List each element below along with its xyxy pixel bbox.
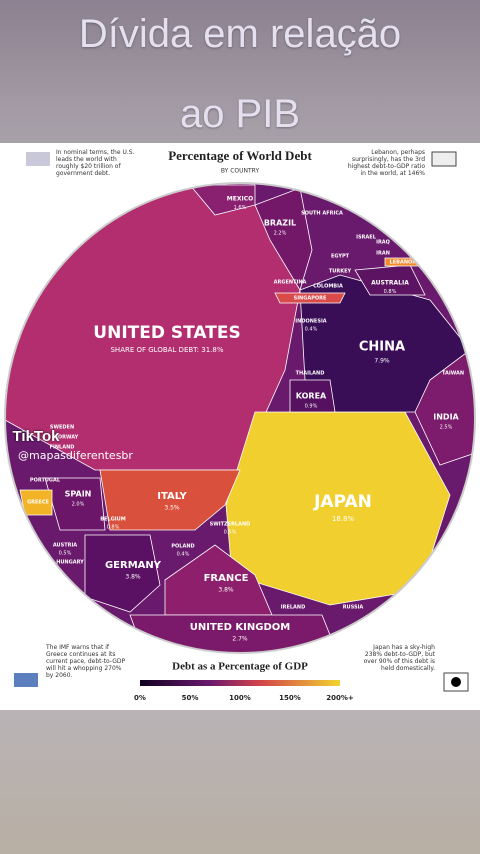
legend-title: Debt as a Percentage of GDP — [172, 661, 308, 673]
country-share: 3.8% — [218, 587, 234, 594]
country-share: 0.8% — [107, 525, 120, 531]
country-share: 0.5% — [59, 551, 72, 557]
country-name: TAIWAN — [442, 371, 464, 377]
country-share: 2.7% — [232, 636, 248, 643]
legend-label: 0% — [134, 694, 146, 702]
country-share: 2.5% — [440, 424, 453, 430]
country-name: INDIA — [433, 413, 459, 422]
country-name: ITALY — [157, 491, 187, 502]
country-name: NORWAY — [54, 435, 79, 441]
country-name: IRELAND — [281, 605, 306, 611]
country-share: 3.8% — [125, 574, 141, 581]
note: In nominal terms, the U.S. leads the wor… — [56, 149, 135, 177]
country-name: ARGENTINA — [274, 280, 307, 286]
country-name: LEBANON — [390, 260, 417, 266]
country-name: CHINA — [359, 340, 405, 355]
country-name: JAPAN — [313, 492, 372, 512]
country-name: SINGAPORE — [294, 296, 327, 302]
country-name: AUSTRIA — [53, 543, 77, 549]
country-region — [84, 534, 161, 613]
country-region — [99, 469, 241, 531]
country-name: TURKEY — [329, 269, 352, 275]
country-share: 0.4% — [177, 552, 190, 558]
country-name: SWITZERLAND — [210, 522, 251, 528]
tiktok-handle: @mapasdiferentesbr — [18, 449, 133, 462]
country-share: SHARE OF GLOBAL DEBT: 31.8% — [110, 346, 223, 354]
country-name: INDONESIA — [295, 319, 327, 325]
country-region — [164, 544, 273, 616]
infographic-subtitle: BY COUNTRY — [221, 168, 260, 175]
country-name: THAILAND — [296, 371, 325, 377]
country-name: RUSSIA — [343, 605, 364, 611]
country-name: SOUTH AFRICA — [301, 211, 343, 217]
overlay-title: Dívida em relação — [78, 12, 402, 56]
country-name: IRAN — [376, 251, 390, 257]
country-region — [354, 264, 426, 296]
country-name: PORTUGAL — [30, 478, 61, 484]
country-name: KOREA — [296, 392, 327, 401]
legend-label: 50% — [182, 694, 199, 702]
note: The IMF warns that if Greece continues a… — [46, 644, 126, 679]
country-share: 3.5% — [164, 505, 180, 512]
country-share: 2.0% — [72, 501, 85, 507]
country-share: 0.5% — [224, 530, 237, 536]
country-share: 0.8% — [384, 289, 397, 295]
circle-outline — [4, 182, 476, 654]
legend-bar — [140, 680, 340, 686]
flag-icon — [14, 673, 38, 687]
country-name: EGYPT — [331, 254, 350, 260]
country-region — [44, 477, 106, 531]
flag-icon — [451, 677, 461, 687]
country-name: HUNGARY — [56, 560, 84, 566]
note: Lebanon, perhaps surprisingly, has the 3… — [347, 149, 425, 177]
country-name: UNITED KINGDOM — [190, 622, 290, 633]
country-name: FRANCE — [204, 573, 249, 584]
country-name: AUSTRALIA — [371, 280, 409, 287]
country-name: COLOMBIA — [313, 284, 343, 290]
infographic-title: Percentage of World Debt — [168, 148, 312, 163]
country-name: SWEDEN — [50, 425, 74, 431]
country-region — [414, 349, 475, 466]
flag-icon — [431, 151, 457, 167]
legend-label: 200%+ — [326, 694, 354, 702]
country-name: GREECE — [27, 500, 49, 506]
legend-label: 150% — [279, 694, 301, 702]
country-region — [225, 411, 451, 606]
country-name: MEXICO — [227, 196, 253, 203]
country-share: 1.6% — [234, 205, 247, 211]
country-region — [289, 379, 336, 413]
tiktok-logo: TikTok — [13, 428, 61, 445]
country-name: BELGIUM — [100, 517, 125, 523]
legend-label: 100% — [229, 694, 251, 702]
country-share: 18.8% — [332, 515, 355, 523]
country-share: 7.9% — [374, 357, 390, 364]
country-name: FINLAND — [50, 445, 75, 451]
country-name: UNITED STATES — [93, 323, 240, 343]
country-region — [189, 184, 256, 216]
flag-icon — [26, 152, 50, 166]
country-name: BRAZIL — [264, 219, 296, 228]
country-region — [274, 292, 346, 304]
country-name: ISRAEL — [356, 235, 377, 241]
country-name: IRAQ — [376, 240, 390, 246]
country-share: 0.4% — [305, 327, 318, 333]
note: Japan has a sky-high 238% debt-to-GDP, b… — [363, 644, 435, 672]
country-name: SPAIN — [65, 490, 92, 499]
overlay-title: ao PIB — [179, 92, 301, 136]
country-region — [254, 187, 313, 291]
country-share: 0.9% — [305, 403, 318, 409]
country-name: GERMANY — [105, 560, 162, 571]
country-share: 2.2% — [274, 230, 287, 236]
country-name: POLAND — [171, 544, 194, 550]
